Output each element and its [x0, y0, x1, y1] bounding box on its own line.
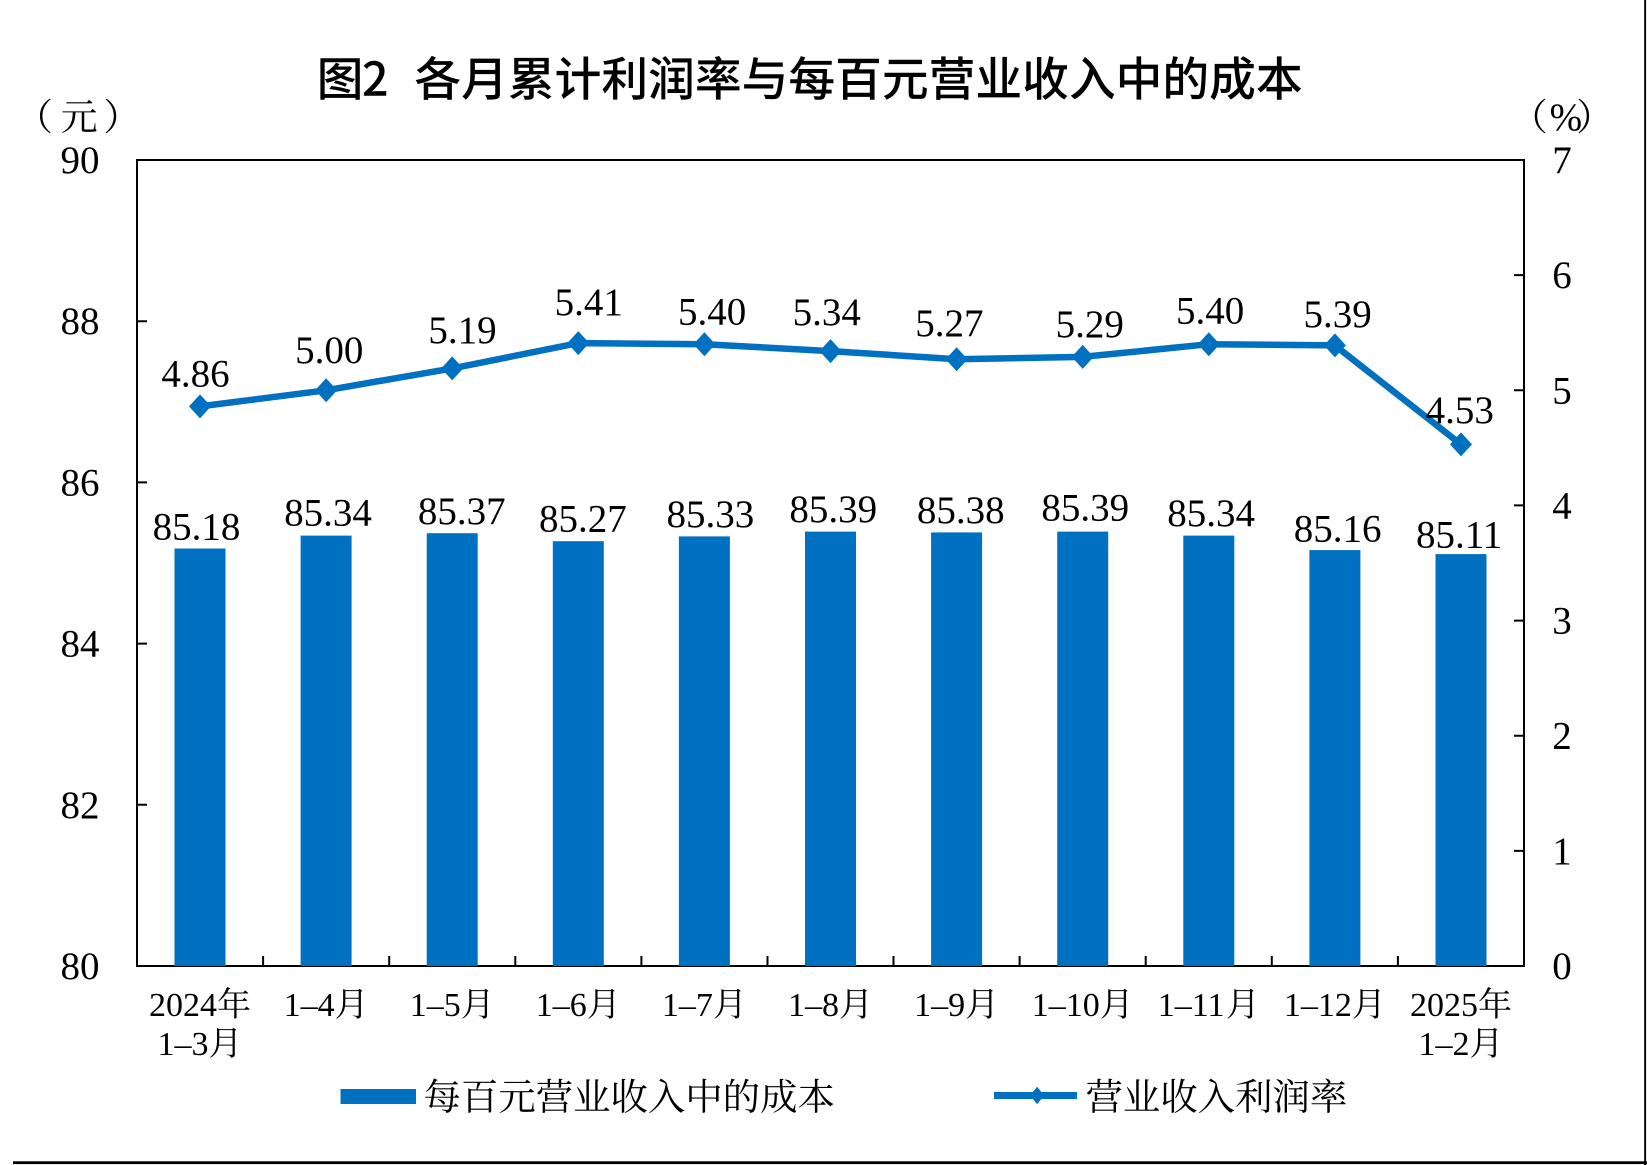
svg-text:85.16: 85.16: [1294, 508, 1382, 551]
svg-text:1–7: 1–7: [662, 987, 713, 1024]
svg-text:5.19: 5.19: [428, 309, 496, 352]
svg-text:2025: 2025: [1410, 987, 1478, 1024]
svg-text:88: 88: [61, 300, 100, 343]
svg-text:5.27: 5.27: [915, 302, 983, 345]
svg-text:82: 82: [61, 784, 100, 827]
svg-text:5.40: 5.40: [678, 291, 746, 334]
svg-text:1–4: 1–4: [284, 987, 335, 1024]
svg-text:80: 80: [61, 945, 100, 988]
svg-text:5.40: 5.40: [1176, 289, 1244, 332]
svg-text:1–3: 1–3: [158, 1026, 209, 1063]
svg-text:5.39: 5.39: [1303, 293, 1371, 336]
svg-text:1–5: 1–5: [410, 987, 461, 1024]
svg-text:%: %: [1550, 96, 1583, 139]
svg-text:7: 7: [1552, 139, 1572, 182]
svg-text:1: 1: [1552, 830, 1572, 873]
svg-text:2024: 2024: [149, 987, 217, 1024]
svg-text:1–6: 1–6: [536, 987, 587, 1024]
svg-text:1–10: 1–10: [1032, 987, 1100, 1024]
svg-text:1–2: 1–2: [1419, 1026, 1470, 1063]
svg-text:5.29: 5.29: [1056, 303, 1124, 346]
svg-text:4.53: 4.53: [1426, 389, 1494, 432]
svg-text:1–11: 1–11: [1158, 987, 1225, 1024]
svg-text:86: 86: [61, 461, 100, 504]
svg-text:6: 6: [1552, 254, 1572, 297]
svg-text:84: 84: [61, 623, 100, 666]
svg-text:5: 5: [1552, 369, 1572, 412]
svg-text:5.00: 5.00: [295, 329, 363, 372]
svg-text:3: 3: [1552, 600, 1572, 643]
svg-text:85.33: 85.33: [667, 493, 755, 536]
svg-text:85.39: 85.39: [1041, 487, 1129, 530]
svg-text:1–12: 1–12: [1284, 987, 1352, 1024]
svg-text:5.41: 5.41: [555, 281, 623, 324]
svg-text:85.27: 85.27: [539, 498, 627, 541]
svg-text:0: 0: [1552, 945, 1572, 988]
svg-text:85.18: 85.18: [153, 505, 241, 548]
svg-text:2: 2: [1552, 715, 1572, 758]
svg-text:85.38: 85.38: [917, 489, 1005, 532]
svg-text:1–8: 1–8: [788, 987, 839, 1024]
svg-text:85.11: 85.11: [1416, 513, 1502, 556]
svg-text:1–9: 1–9: [914, 987, 965, 1024]
svg-text:85.37: 85.37: [418, 490, 506, 533]
svg-text:85.34: 85.34: [284, 491, 372, 534]
svg-text:4: 4: [1552, 484, 1572, 527]
svg-text:85.39: 85.39: [789, 488, 877, 531]
svg-text:85.34: 85.34: [1167, 492, 1255, 535]
svg-text:5.34: 5.34: [793, 291, 861, 334]
svg-text:90: 90: [61, 139, 100, 182]
svg-text:4.86: 4.86: [161, 353, 229, 396]
